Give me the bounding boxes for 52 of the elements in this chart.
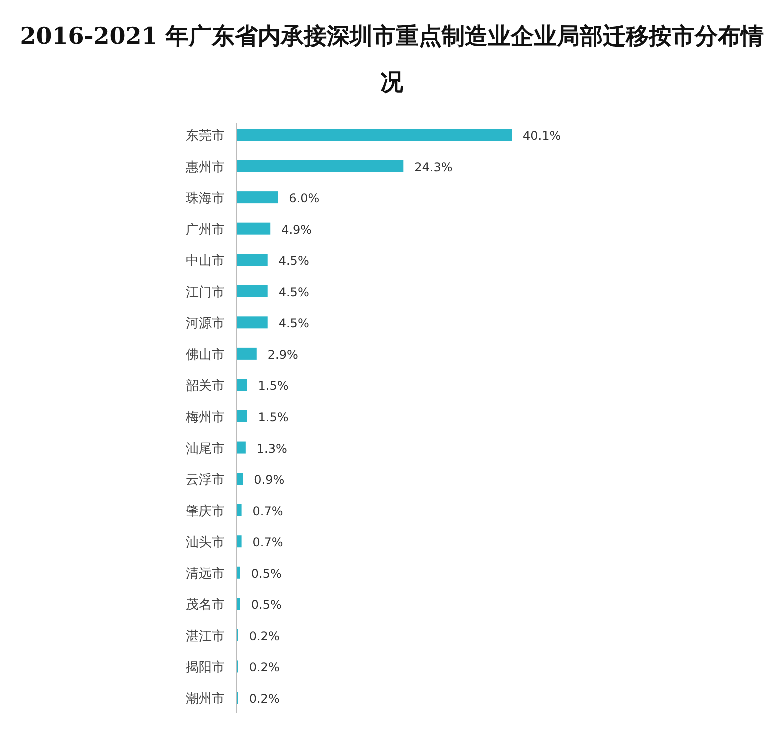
y-tick-label: 佛山市 — [186, 348, 225, 363]
y-tick-label: 清远市 — [186, 566, 225, 582]
y-tick-label: 揭阳市 — [186, 660, 225, 676]
bar — [237, 410, 248, 422]
data-label: 4.5% — [278, 254, 310, 268]
bar — [237, 129, 512, 141]
data-label: 6.0% — [289, 192, 320, 206]
bar — [237, 285, 268, 298]
y-tick-label: 中山市 — [186, 254, 225, 270]
data-label: 4.9% — [282, 222, 312, 237]
y-tick-label: 河源市 — [186, 316, 225, 332]
chart-title: 2016-2021 年广东省内承接深圳市重点制造业企业局部迁移按市分布情况 — [20, 22, 764, 98]
y-tick-label: 湛江市 — [186, 629, 225, 644]
data-label: 1.3% — [256, 442, 288, 456]
bar — [237, 504, 242, 516]
data-label: 0.7% — [252, 536, 284, 550]
data-label: 1.5% — [258, 410, 289, 424]
data-label: 0.7% — [252, 504, 284, 518]
y-tick-label: 惠州市 — [185, 160, 225, 176]
y-tick-label: 肇庆市 — [186, 504, 225, 520]
data-label: 1.5% — [258, 379, 289, 394]
bar — [237, 536, 242, 548]
bar — [237, 379, 248, 392]
data-label: 4.5% — [278, 285, 310, 300]
bar — [237, 316, 268, 329]
y-tick-label: 云浮市 — [186, 473, 225, 488]
bar — [237, 192, 278, 204]
data-label: 0.2% — [249, 660, 280, 675]
y-tick-label: 梅州市 — [185, 410, 225, 426]
bar — [237, 348, 257, 360]
y-tick-label: 珠海市 — [186, 192, 225, 207]
y-tick-label: 潮州市 — [186, 692, 225, 707]
data-label: 0.5% — [251, 566, 282, 581]
bar — [237, 160, 404, 172]
data-label: 0.2% — [249, 692, 280, 706]
data-label: 0.9% — [254, 473, 285, 488]
y-tick-label: 汕尾市 — [186, 442, 225, 457]
bar — [237, 442, 246, 454]
data-label: 4.5% — [278, 316, 310, 331]
y-tick-label: 江门市 — [186, 284, 225, 300]
bar — [237, 222, 271, 235]
y-tick-label: 汕头市 — [186, 536, 225, 551]
y-tick-label: 广州市 — [186, 222, 225, 238]
y-tick-label: 东莞市 — [186, 129, 225, 144]
data-label: 2.9% — [268, 348, 298, 362]
data-label: 24.3% — [414, 160, 453, 174]
y-tick-label: 茂名市 — [186, 598, 225, 614]
y-tick-label: 韶关市 — [186, 379, 225, 394]
data-label: 40.1% — [523, 129, 562, 143]
data-label: 0.5% — [251, 598, 282, 612]
data-label: 0.2% — [249, 629, 280, 644]
bar — [237, 254, 268, 266]
